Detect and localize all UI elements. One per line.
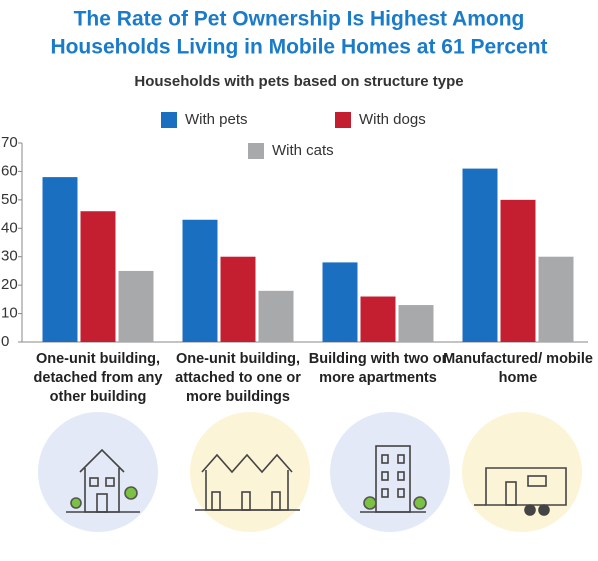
y-tick-label: 40 [1, 219, 18, 236]
y-tick-label: 70 [1, 134, 18, 151]
legend-label: With cats [272, 142, 334, 159]
chart-subtitle: Households with pets based on structure … [134, 73, 463, 90]
house-icon [66, 448, 140, 513]
bar [462, 168, 498, 342]
y-tick-label: 50 [1, 191, 18, 208]
bar [360, 296, 396, 342]
x-tick-label: Manufactured/ mobile home [443, 351, 593, 386]
icon-circle [462, 412, 582, 532]
bar [182, 219, 218, 342]
legend-label: With pets [185, 111, 248, 128]
bar [322, 262, 358, 342]
bar [398, 305, 434, 342]
mobile-home-icon [474, 467, 567, 516]
x-tick-label: One-unit building, detached from any oth… [33, 351, 163, 405]
bar [538, 256, 574, 342]
bar [80, 211, 116, 342]
bar [42, 177, 78, 342]
legend-swatch [335, 112, 351, 128]
y-tick-label: 30 [1, 248, 18, 265]
icon-circle [38, 412, 158, 532]
y-tick-label: 0 [1, 333, 9, 350]
x-tick-label: One-unit building, attached to one or mo… [175, 351, 301, 405]
bar [118, 270, 154, 342]
legend-swatch [248, 143, 264, 159]
y-tick-label: 60 [1, 162, 18, 179]
icons [38, 412, 582, 532]
apartment-icon [360, 445, 427, 513]
x-tick-label: Building with two or more apartments [308, 351, 448, 386]
chart-title: The Rate of Pet Ownership Is Highest Amo… [74, 8, 525, 31]
y-tick-label: 10 [1, 305, 18, 322]
legend-swatch [161, 112, 177, 128]
icon-circle [330, 412, 450, 532]
y-tick-label: 20 [1, 276, 18, 293]
legend-label: With dogs [359, 111, 426, 128]
townhouse-icon [195, 453, 300, 511]
bar [500, 199, 536, 342]
bar [258, 290, 294, 342]
bar [220, 256, 256, 342]
chart-title: Households Living in Mobile Homes at 61 … [50, 36, 547, 59]
